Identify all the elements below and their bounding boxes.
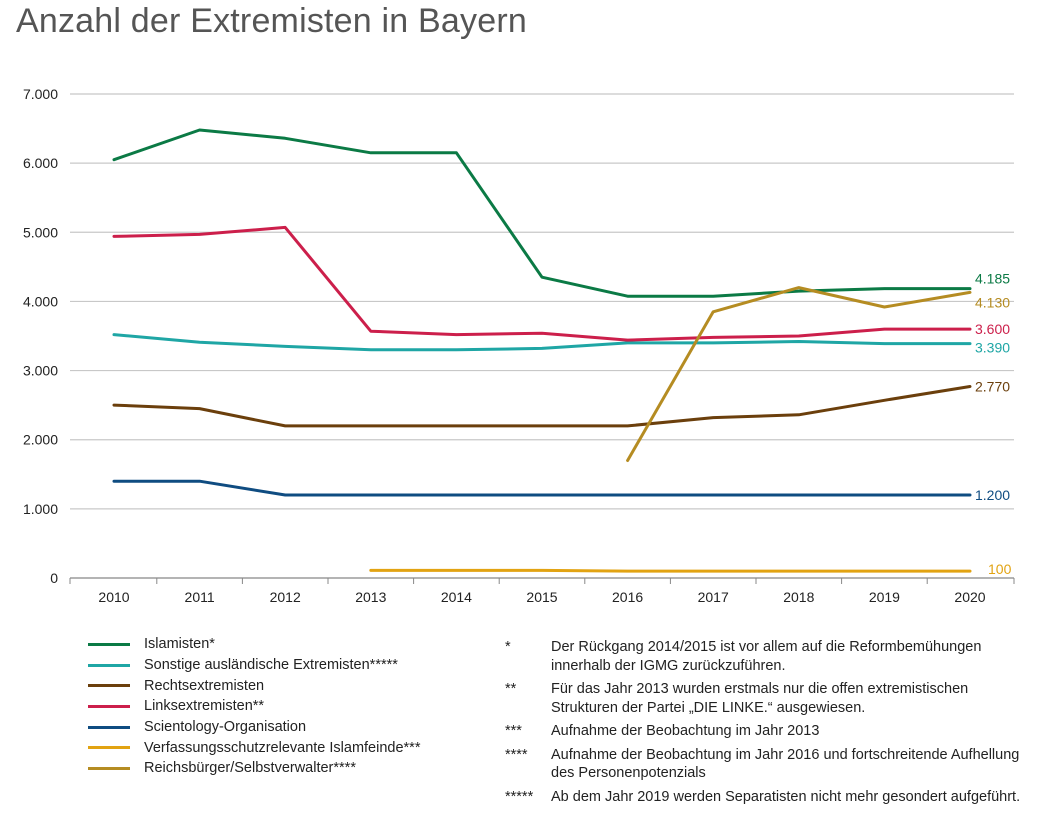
x-axis-ticks: 2010 2011 2012 2013 2014 2015 2016 2017 2018 2019… [69, 578, 1015, 605]
series-line-sonstige [112, 333, 972, 352]
end-label-islamfeinde: 100 [988, 561, 1012, 577]
series-line-reichsbuerger [626, 286, 972, 462]
y-tick-label: 7.000 [23, 86, 58, 102]
footnote: ***** Ab dem Jahr 2019 werden Separatiste… [505, 788, 1025, 807]
footnote-text: Ab dem Jahr 2019 werden Separatisten nic… [551, 788, 1021, 805]
end-labels: 4.185 3.390 2.770 3.600 1.200 100 4.130 [975, 271, 1012, 577]
legend-label: Linksextremisten** [144, 698, 265, 715]
y-tick-label: 4.000 [23, 293, 58, 309]
y-axis-ticks: 0 1.000 2.000 3.000 4.000 5.000 6.000 7.000 [23, 86, 58, 586]
legend-swatch [88, 663, 130, 667]
legend-item-islamfeinde: Verfassungsschutzrelevante Islamfeinde**… [88, 737, 420, 758]
legend-label: Islamisten* [144, 636, 215, 653]
end-label-sonstige: 3.390 [975, 340, 1010, 356]
footnote-text: Aufnahme der Beobachtung im Jahr 2013 [551, 723, 820, 739]
legend-label: Scientology-Organisation [144, 719, 307, 736]
legend-label: Sonstige ausländische Extremisten***** [144, 657, 398, 674]
series-lines [112, 128, 972, 573]
legend-item-scientology: Scientology-Organisation [88, 717, 420, 738]
chart-title: Anzahl der Extremisten in Bayern [16, 2, 527, 40]
footnote-mark: *** [505, 723, 522, 739]
x-tick-label: 2013 [355, 589, 386, 605]
legend-label: Rechtsextremisten [144, 677, 265, 694]
footnote-text: Für das Jahr 2013 wurden erstmals nur di… [551, 681, 969, 716]
x-tick-label: 2015 [526, 589, 557, 605]
x-tick-label: 2014 [441, 589, 472, 605]
line-chart: 0 1.000 2.000 3.000 4.000 5.000 6.000 7.000 201… [23, 86, 1015, 605]
footnote-text: Der Rückgang 2014/2015 ist vor allem auf… [551, 639, 982, 674]
end-label-islamisten: 4.185 [975, 271, 1010, 287]
legend-swatch [88, 704, 130, 708]
end-label-links: 3.600 [975, 321, 1010, 337]
footnote: *** Aufnahme der Beobachtung im Jahr 2013 [505, 722, 1025, 741]
gridlines [70, 93, 1014, 579]
y-tick-label: 0 [50, 570, 58, 586]
x-tick-label: 2019 [869, 589, 900, 605]
footnote-text: Aufnahme der Beobachtung im Jahr 2016 un… [551, 746, 1020, 782]
y-tick-label: 2.000 [23, 432, 58, 448]
y-tick-label: 6.000 [23, 155, 58, 171]
legend-item-islamisten: Islamisten* [88, 634, 420, 655]
legend-swatch [88, 725, 130, 729]
x-tick-label: 2018 [783, 589, 814, 605]
legend-swatch [88, 766, 130, 770]
footnote-mark: ** [505, 681, 517, 697]
x-tick-label: 2017 [698, 589, 729, 605]
footnote-mark: ***** [505, 788, 534, 805]
y-tick-label: 5.000 [23, 224, 58, 240]
x-tick-label: 2016 [612, 589, 643, 605]
footnote-mark: * [505, 639, 511, 655]
legend-item-links: Linksextremisten** [88, 696, 420, 717]
footnotes: * Der Rückgang 2014/2015 ist vor allem au… [505, 638, 1025, 811]
x-tick-label: 2020 [954, 589, 985, 605]
x-tick-label: 2012 [270, 589, 301, 605]
series-line-islamfeinde [369, 568, 972, 573]
series-line-islamisten [112, 128, 972, 298]
legend-item-sonstige: Sonstige ausländische Extremisten***** [88, 655, 420, 676]
series-line-links [112, 225, 972, 342]
legend-swatch [88, 684, 130, 688]
legend-item-reichsbuerger: Reichsbürger/Selbstverwalter**** [88, 758, 420, 779]
y-tick-label: 3.000 [23, 363, 58, 379]
end-label-reichsbuerger: 4.130 [975, 294, 1010, 310]
footnote-mark: **** [505, 746, 528, 763]
series-line-rechts [112, 385, 972, 428]
footnote: **** Aufnahme der Beobachtung im Jahr 201… [505, 746, 1025, 783]
x-tick-label: 2010 [98, 589, 129, 605]
x-tick-label: 2011 [185, 589, 215, 605]
legend-label: Reichsbürger/Selbstverwalter**** [144, 760, 356, 777]
legend-item-rechts: Rechtsextremisten [88, 675, 420, 696]
footnote: ** Für das Jahr 2013 wurden erstmals nur … [505, 680, 1025, 717]
end-label-rechts: 2.770 [975, 378, 1010, 394]
series-line-scientology [112, 479, 972, 497]
legend-swatch [88, 746, 130, 750]
legend-swatch [88, 642, 130, 646]
legend: Islamisten* Sonstige ausländische Extremi… [88, 634, 420, 779]
end-label-scientology: 1.200 [975, 487, 1010, 503]
y-tick-label: 1.000 [23, 501, 58, 517]
footnote: * Der Rückgang 2014/2015 ist vor allem au… [505, 638, 1025, 675]
legend-label: Verfassungsschutzrelevante Islamfeinde**… [144, 739, 421, 756]
